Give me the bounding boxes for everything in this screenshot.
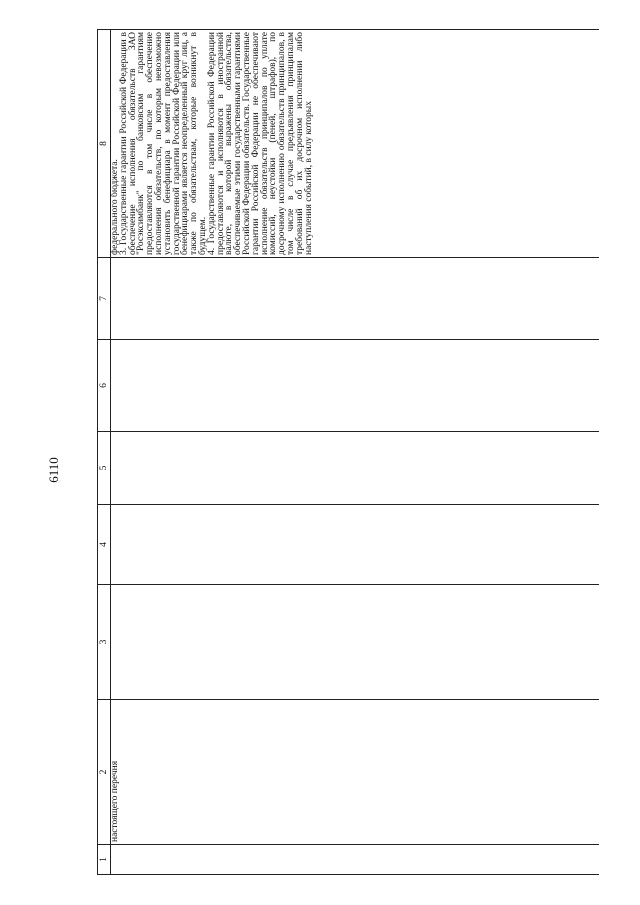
column-header: 8 bbox=[97, 29, 111, 258]
column-header: 3 bbox=[97, 584, 111, 700]
column-header: 1 bbox=[97, 844, 111, 875]
cell: федерального бюджета. 3. Государственные … bbox=[110, 29, 599, 258]
cell-text: настоящего перечня bbox=[111, 760, 120, 842]
cell-text: федерального бюджета. 3. Государственные … bbox=[111, 32, 599, 255]
cell bbox=[110, 584, 599, 700]
cell bbox=[110, 257, 599, 340]
column-header: 5 bbox=[97, 431, 111, 505]
cell bbox=[110, 504, 599, 585]
page-number: 6110 bbox=[46, 457, 61, 483]
paragraph: 3. Государственные гарантии Российской Ф… bbox=[118, 32, 208, 255]
cell bbox=[110, 339, 599, 432]
paragraph: 4. Государственные гарантии Российской Ф… bbox=[206, 32, 314, 255]
cell bbox=[110, 844, 599, 875]
column-header: 6 bbox=[97, 339, 111, 432]
table-row: настоящего перечня федерального бюджета.… bbox=[110, 29, 599, 875]
column-header: 7 bbox=[97, 257, 111, 340]
column-header: 4 bbox=[97, 504, 111, 585]
cell: настоящего перечня bbox=[110, 699, 599, 845]
column-header: 2 bbox=[97, 699, 111, 845]
cell bbox=[110, 431, 599, 505]
